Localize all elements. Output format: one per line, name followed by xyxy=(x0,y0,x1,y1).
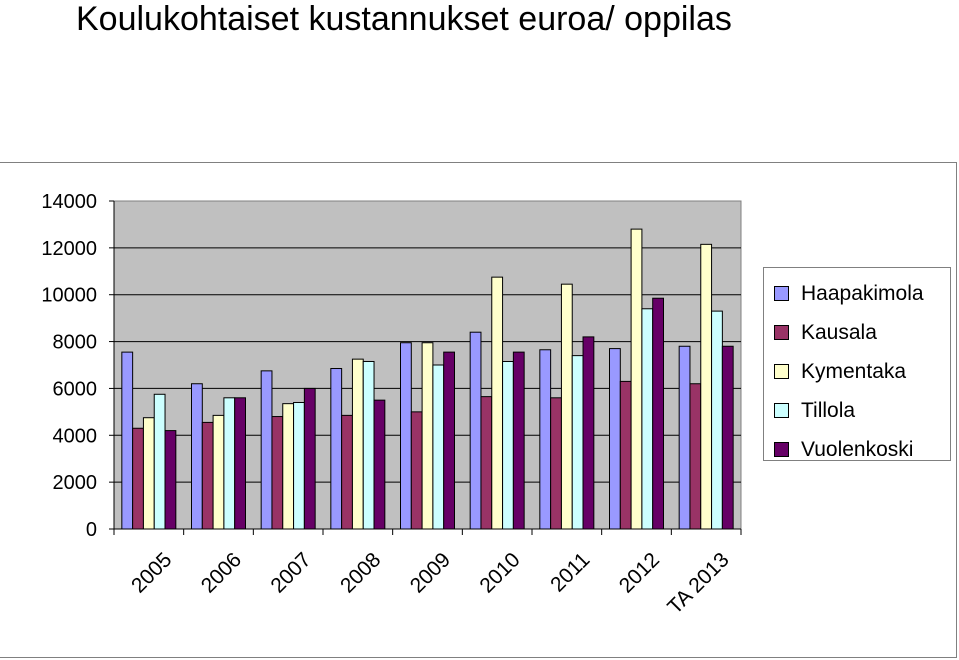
bar-vuolenkoski-2011 xyxy=(582,336,595,530)
x-tick-label: 2005 xyxy=(127,548,176,597)
bar-kymentaka-2010 xyxy=(491,276,504,530)
legend-item-tillola: Tillola xyxy=(774,391,950,430)
y-tick-label: 10000 xyxy=(41,285,97,307)
y-tick-label: 14000 xyxy=(41,191,97,213)
bar-vuolenkoski-2012 xyxy=(652,297,665,530)
legend-label: Kymentaka xyxy=(801,359,907,383)
bar-vuolenkoski-2006 xyxy=(234,397,246,530)
legend-swatch xyxy=(774,403,789,418)
legend-item-haapakimola: Haapakimola xyxy=(774,274,950,313)
legend-item-kausala: Kausala xyxy=(774,313,950,352)
bar-haapakimola-2012 xyxy=(609,348,621,530)
bar-kausala-2012 xyxy=(619,380,632,530)
bar-vuolenkoski-2008 xyxy=(373,399,386,530)
bar-tillola-2011 xyxy=(571,355,584,530)
legend-label: Vuolenkoski xyxy=(801,437,914,461)
bar-haapakimola-2005 xyxy=(121,351,134,530)
legend-label: Haapakimola xyxy=(801,281,924,305)
bar-haapakimola-ta-2013 xyxy=(678,345,691,530)
bar-kymentaka-2009 xyxy=(421,342,434,530)
bar-vuolenkoski-2010 xyxy=(512,351,525,530)
legend-item-vuolenkoski: Vuolenkoski xyxy=(774,430,950,469)
bar-haapakimola-2007 xyxy=(260,370,273,530)
bar-vuolenkoski-ta-2013 xyxy=(721,345,734,530)
chart-area xyxy=(0,162,957,658)
x-tick-label: 2011 xyxy=(546,548,594,596)
bar-kausala-2005 xyxy=(132,427,144,530)
x-tick-label: 2007 xyxy=(266,548,315,597)
legend-swatch xyxy=(774,325,789,340)
x-tick-label: 2012 xyxy=(615,548,664,597)
y-tick-label: 2000 xyxy=(53,472,98,494)
bar-haapakimola-2010 xyxy=(469,331,482,530)
legend-label: Tillola xyxy=(801,398,856,422)
bar-haapakimola-2006 xyxy=(191,383,203,530)
bar-kymentaka-2011 xyxy=(560,283,573,530)
bar-kausala-ta-2013 xyxy=(689,383,702,530)
bar-kymentaka-2012 xyxy=(630,228,643,530)
bar-haapakimola-2008 xyxy=(330,368,343,530)
y-tick-label: 6000 xyxy=(53,378,98,400)
bar-tillola-2010 xyxy=(502,360,514,530)
x-tick-label: 2006 xyxy=(197,548,246,597)
bar-kausala-2008 xyxy=(341,414,353,530)
legend-item-kymentaka: Kymentaka xyxy=(774,352,950,391)
bar-tillola-ta-2013 xyxy=(711,310,723,530)
bar-tillola-2012 xyxy=(641,308,654,530)
bar-kymentaka-ta-2013 xyxy=(700,243,713,530)
x-tick-label: 2010 xyxy=(475,548,524,597)
y-tick-label: 0 xyxy=(86,519,97,541)
bar-tillola-2007 xyxy=(293,401,305,530)
bar-kymentaka-2006 xyxy=(212,414,225,530)
legend-label: Kausala xyxy=(801,320,877,344)
y-tick-label: 12000 xyxy=(41,238,97,260)
bar-vuolenkoski-2009 xyxy=(443,351,456,530)
chart-title: Koulukohtaiset kustannukset euroa/ oppil… xyxy=(76,0,732,38)
y-tick-label: 8000 xyxy=(53,332,98,354)
x-tick-label: 2009 xyxy=(406,548,455,597)
bar-tillola-2005 xyxy=(153,393,166,530)
x-tick-label: TA 2013 xyxy=(663,548,733,618)
bar-kausala-2011 xyxy=(550,397,562,530)
bar-kausala-2007 xyxy=(271,416,284,530)
bar-kymentaka-2007 xyxy=(282,403,295,530)
bar-kymentaka-2008 xyxy=(351,358,364,530)
bar-vuolenkoski-2007 xyxy=(303,387,316,530)
bar-vuolenkoski-2005 xyxy=(164,430,177,530)
bar-tillola-2006 xyxy=(223,397,236,530)
bar-kausala-2006 xyxy=(201,421,214,530)
legend: Haapakimola Kausala Kymentaka Tillola Vuolen… xyxy=(763,267,951,461)
bar-kausala-2010 xyxy=(480,396,493,530)
bar-haapakimola-2011 xyxy=(539,349,552,530)
x-tick-label: 2008 xyxy=(336,548,385,597)
legend-swatch xyxy=(774,286,789,301)
bar-kymentaka-2005 xyxy=(142,417,155,530)
bar-haapakimola-2009 xyxy=(400,342,412,530)
legend-swatch xyxy=(774,442,789,457)
bar-kausala-2009 xyxy=(410,411,423,530)
bar-tillola-2009 xyxy=(432,364,445,530)
bar-tillola-2008 xyxy=(362,360,375,530)
legend-swatch xyxy=(774,364,789,379)
y-tick-label: 4000 xyxy=(53,425,98,447)
